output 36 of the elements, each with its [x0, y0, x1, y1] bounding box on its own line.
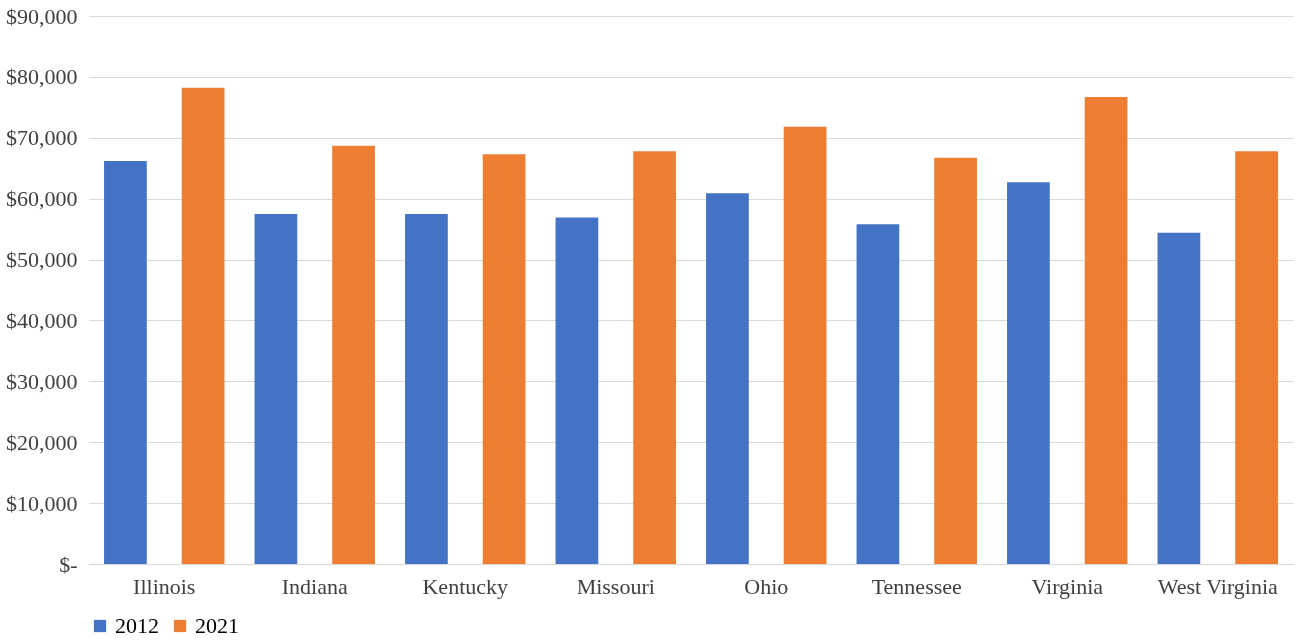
y-tick-label: $20,000 [6, 429, 78, 455]
bar [1157, 232, 1201, 564]
bar [934, 157, 977, 564]
bar [706, 193, 749, 564]
bar [1235, 151, 1278, 564]
legend-label: 2012 [115, 613, 159, 638]
x-tick-label: Missouri [576, 573, 655, 599]
bar [1007, 182, 1050, 564]
bar [783, 126, 827, 564]
x-tick-label: Illinois [133, 573, 196, 599]
bar [555, 217, 599, 564]
y-tick-label: $- [59, 551, 78, 577]
bar [405, 213, 448, 564]
y-tick-label: $10,000 [6, 490, 78, 516]
bar [482, 154, 526, 564]
legend-label: 2021 [195, 613, 239, 638]
x-tick-label: Virginia [1031, 573, 1104, 599]
y-tick-label: $70,000 [6, 125, 78, 151]
y-tick-label: $30,000 [6, 368, 78, 394]
bar [633, 151, 676, 564]
x-tick-label: Ohio [744, 573, 789, 599]
bar [856, 224, 900, 564]
bar [104, 160, 147, 564]
y-tick-label: $50,000 [6, 247, 78, 273]
bar [181, 87, 225, 564]
y-tick-label: $40,000 [6, 307, 78, 333]
bar [254, 213, 298, 564]
bar [1084, 96, 1128, 564]
y-tick-label: $90,000 [6, 3, 78, 29]
x-tick-label: West Virginia [1157, 573, 1279, 599]
x-tick-label: Indiana [281, 573, 348, 599]
y-tick-label: $60,000 [6, 186, 78, 212]
x-tick-label: Kentucky [422, 573, 509, 599]
bar [332, 145, 375, 564]
y-tick-label: $80,000 [6, 64, 78, 90]
x-tick-label: Tennessee [871, 573, 962, 599]
